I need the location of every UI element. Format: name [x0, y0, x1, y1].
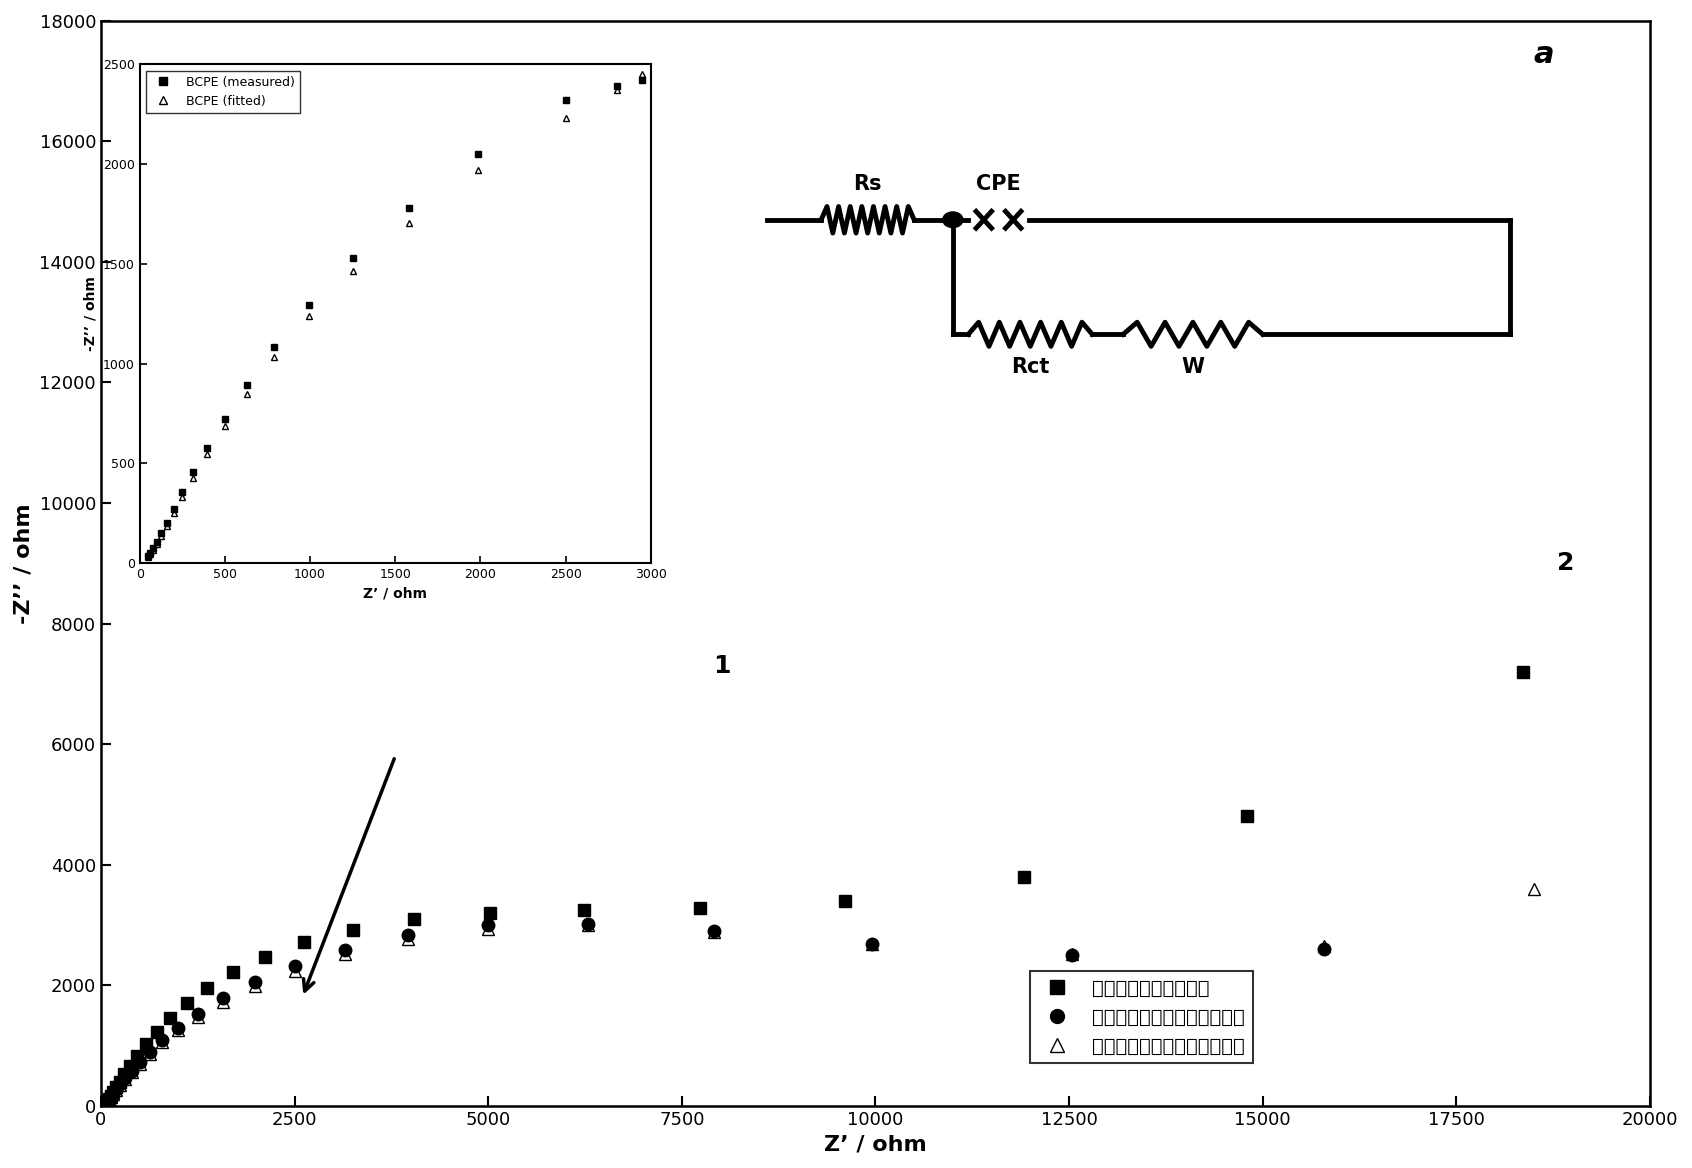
Text: 1: 1	[712, 654, 731, 677]
Circle shape	[942, 211, 963, 228]
Text: 2: 2	[1557, 551, 1574, 576]
Text: CPE: CPE	[976, 174, 1020, 194]
Text: a: a	[1533, 40, 1555, 69]
Text: Rct: Rct	[1012, 357, 1049, 377]
Y-axis label: -Z’’ / ohm: -Z’’ / ohm	[14, 503, 34, 624]
Legend: 常规碳糖电极测量数据, 细菌纤维素碳糖电极测量数据, 细菌纤维素碳糖焵极拟合数据: 常规碳糖电极测量数据, 细菌纤维素碳糖电极测量数据, 细菌纤维素碳糖焵极拟合数据	[1030, 972, 1252, 1063]
Text: W: W	[1181, 357, 1205, 377]
X-axis label: Z’ / ohm: Z’ / ohm	[824, 1134, 927, 1154]
Text: Rs: Rs	[853, 174, 882, 194]
